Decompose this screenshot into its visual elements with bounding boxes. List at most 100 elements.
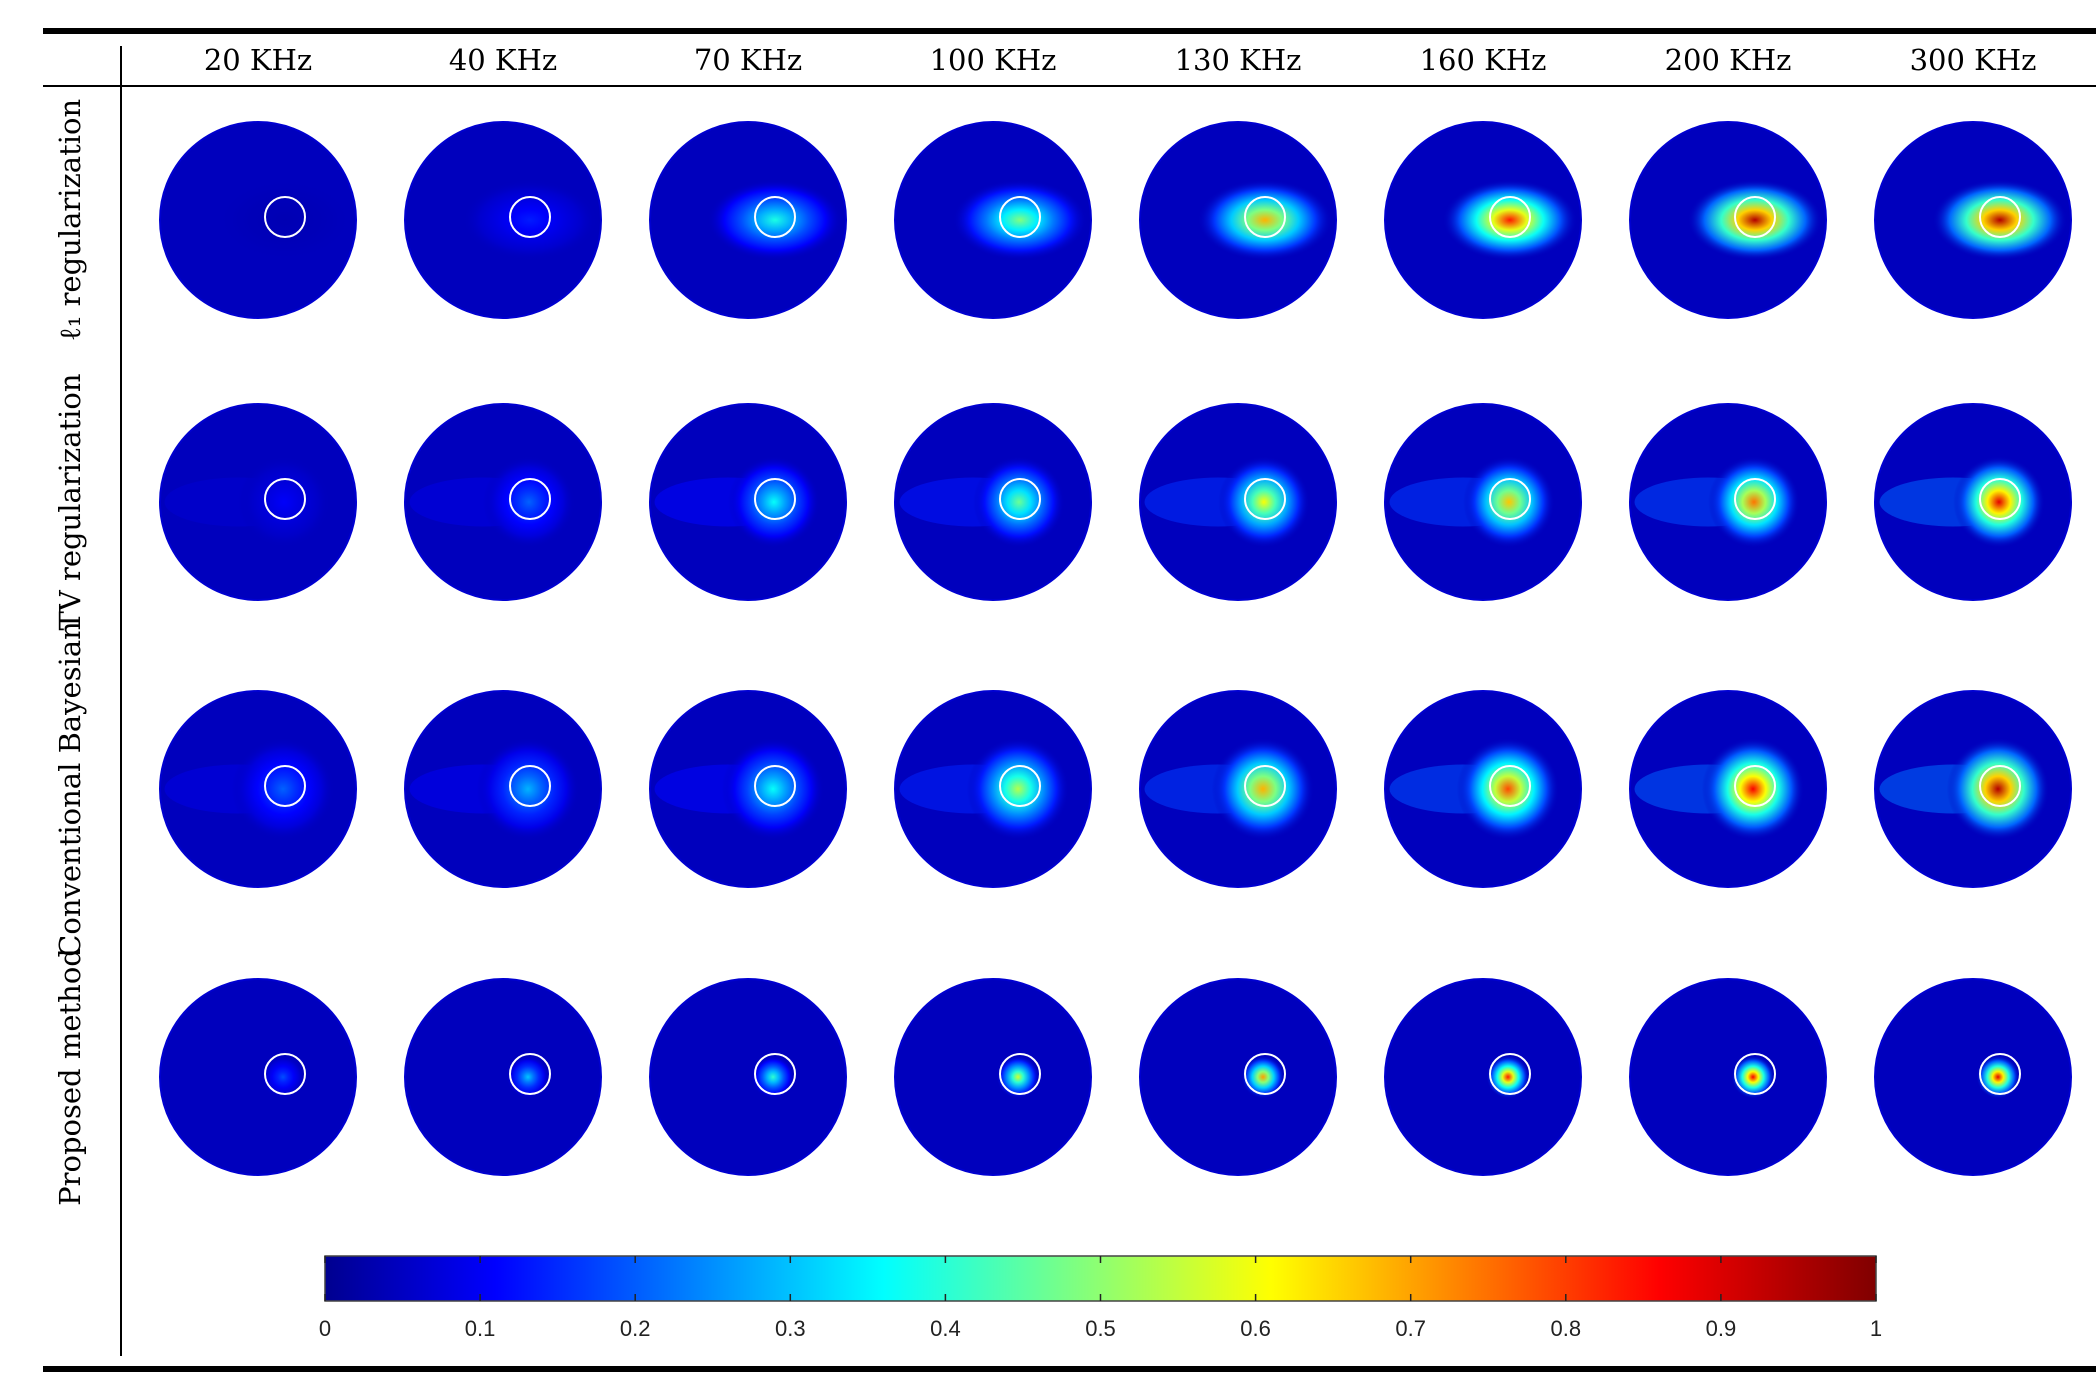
- column-header: 70 KHz: [694, 43, 802, 77]
- target-marker: [754, 765, 796, 807]
- hotspot: [1218, 456, 1310, 548]
- panel-border: [1874, 690, 2072, 888]
- reconstruction-panel: [1384, 978, 1582, 1176]
- reconstruction-panel: [894, 403, 1092, 601]
- hotspot: [1687, 179, 1823, 261]
- hotspot: [1946, 737, 2050, 841]
- target-marker: [1979, 196, 2021, 238]
- hotspot: [261, 1055, 305, 1099]
- panel-border: [894, 403, 1092, 601]
- target-marker: [1489, 1053, 1531, 1095]
- panel-border: [404, 403, 602, 601]
- panel-border: [1629, 690, 1827, 888]
- target-marker: [1979, 478, 2021, 520]
- reconstruction-panel: [1874, 978, 2072, 1176]
- panel-border: [894, 121, 1092, 319]
- colorbar-tick-label: 0.3: [775, 1316, 806, 1341]
- reconstruction-panel: [1874, 121, 2072, 319]
- colorbar-tick-label: 0.4: [930, 1316, 961, 1341]
- reconstruction-panel: [894, 690, 1092, 888]
- colorbar-tick-label: 0.1: [465, 1316, 496, 1341]
- target-marker: [1489, 196, 1531, 238]
- hotspot: [973, 456, 1065, 548]
- panel-border: [1629, 403, 1827, 601]
- hotspot: [1708, 456, 1800, 548]
- target-marker: [1734, 765, 1776, 807]
- colorbar: 0 0.1 0.2 0.3 0.4 0.5 0.6 0.7 0.8 0.9 1: [319, 1255, 1882, 1341]
- reconstruction-panel: [1629, 121, 1827, 319]
- target-marker: [1979, 765, 2021, 807]
- hotspot: [728, 456, 820, 548]
- reconstruction-panel: [404, 121, 602, 319]
- reconstruction-panel: [1384, 690, 1582, 888]
- reconstruction-panel: [1139, 690, 1337, 888]
- hotspot: [751, 1055, 795, 1099]
- hotspot: [506, 1055, 550, 1099]
- panel-border: [159, 403, 357, 601]
- target-marker: [1489, 478, 1531, 520]
- target-marker: [754, 478, 796, 520]
- column-header: 20 KHz: [204, 43, 312, 77]
- panel-border: [1384, 121, 1582, 319]
- row-label: Proposed method: [53, 948, 87, 1206]
- column-header: 40 KHz: [449, 43, 557, 77]
- hotspot: [1463, 456, 1555, 548]
- target-marker: [509, 1053, 551, 1095]
- target-marker: [1244, 478, 1286, 520]
- hotspot: [1976, 1055, 2020, 1099]
- panel-border: [404, 978, 602, 1176]
- column-header: 200 KHz: [1665, 43, 1792, 77]
- panel-border: [894, 690, 1092, 888]
- label-separator: [120, 46, 122, 1356]
- panel-background: [1385, 979, 1581, 1175]
- hotspot: [1953, 456, 2045, 548]
- panel-border: [1629, 121, 1827, 319]
- row-label: Conventional Bayesian: [53, 621, 87, 957]
- target-marker: [999, 765, 1041, 807]
- panel-background: [1140, 979, 1336, 1175]
- reconstruction-panel: [159, 690, 357, 888]
- target-marker: [264, 196, 306, 238]
- target-marker: [999, 1053, 1041, 1095]
- hotspot: [1456, 737, 1560, 841]
- hotspot: [238, 456, 330, 548]
- row-labels: ℓ₁ regularization TV regularizationConven…: [53, 99, 87, 1206]
- row-label: TV regularization: [53, 373, 87, 630]
- reconstruction-panel: [1629, 690, 1827, 888]
- panel-border: [1384, 978, 1582, 1176]
- target-marker: [509, 478, 551, 520]
- hotspot: [1211, 737, 1315, 841]
- hotspot: [1486, 1055, 1530, 1099]
- colorbar-tick-label: 0.9: [1706, 1316, 1737, 1341]
- target-marker: [1734, 1053, 1776, 1095]
- reconstruction-panel: [894, 121, 1092, 319]
- hotspot: [1197, 179, 1333, 261]
- reconstruction-panel: [159, 121, 357, 319]
- colorbar-tick-label: 0: [319, 1316, 331, 1341]
- colorbar-tick-label: 0.6: [1240, 1316, 1271, 1341]
- column-header: 160 KHz: [1420, 43, 1547, 77]
- hotspot: [721, 737, 825, 841]
- panel-border: [649, 121, 847, 319]
- panel-background: [1875, 979, 2071, 1175]
- column-headers: 20 KHz 40 KHz 70 KHz 100 KHz 130 KHz 160 KHz 2…: [204, 43, 2037, 77]
- panel-border: [1139, 690, 1337, 888]
- reconstruction-panel: [159, 978, 357, 1176]
- colorbar-tick-label: 0.8: [1551, 1316, 1582, 1341]
- hotspot: [952, 179, 1088, 261]
- target-marker: [1244, 196, 1286, 238]
- reconstruction-panel: [159, 403, 357, 601]
- panel-border: [159, 978, 357, 1176]
- panel-border: [1384, 403, 1582, 601]
- panel-border: [1139, 121, 1337, 319]
- target-marker: [1734, 196, 1776, 238]
- panel-background: [895, 979, 1091, 1175]
- reconstruction-panel: [1139, 403, 1337, 601]
- panel-border: [649, 403, 847, 601]
- hotspot: [1932, 179, 2068, 261]
- panel-border: [404, 690, 602, 888]
- panel-border: [1874, 121, 2072, 319]
- target-marker: [754, 196, 796, 238]
- target-marker: [509, 196, 551, 238]
- hotspot: [462, 179, 598, 261]
